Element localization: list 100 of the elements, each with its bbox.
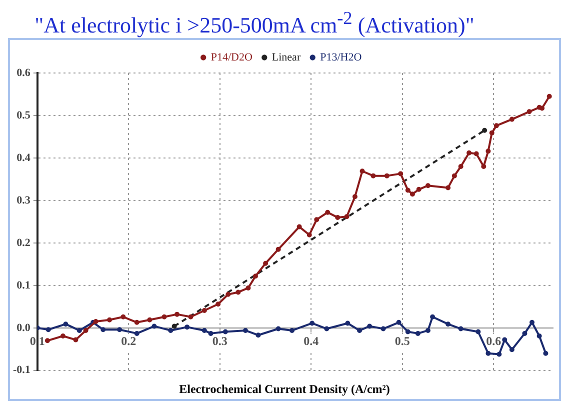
point	[256, 332, 261, 338]
point	[416, 186, 422, 192]
point	[184, 324, 190, 330]
point	[494, 123, 499, 128]
point	[44, 338, 50, 344]
point	[147, 317, 152, 322]
point	[168, 328, 174, 333]
point	[458, 164, 464, 169]
point	[430, 314, 436, 320]
point	[522, 330, 528, 336]
point	[543, 350, 548, 356]
point	[380, 326, 386, 332]
point	[246, 285, 251, 290]
point	[263, 260, 268, 266]
point	[202, 308, 207, 313]
point	[208, 330, 214, 336]
point	[384, 173, 390, 178]
point	[360, 168, 365, 174]
point	[188, 314, 194, 320]
point	[370, 173, 376, 178]
y-tick-label: -0.1	[12, 364, 30, 376]
point	[452, 173, 457, 178]
point	[446, 322, 451, 327]
point	[276, 246, 281, 252]
point	[63, 322, 68, 327]
point	[486, 148, 491, 154]
point	[530, 320, 535, 325]
x-tick-label: 0.2	[121, 334, 136, 348]
point	[76, 328, 82, 333]
point	[425, 328, 430, 333]
point	[276, 326, 281, 332]
point	[174, 312, 180, 317]
point	[60, 333, 66, 338]
x-tick-label: 0.3	[212, 334, 228, 348]
legend-label: P14/D2O	[210, 51, 252, 64]
point	[216, 302, 221, 307]
point	[290, 328, 295, 333]
point	[476, 329, 481, 334]
x-tick-label: 0.4	[304, 334, 319, 348]
point	[117, 327, 122, 332]
point	[134, 330, 140, 336]
point	[466, 150, 472, 156]
point	[489, 130, 494, 136]
point	[410, 192, 415, 197]
point	[83, 328, 88, 333]
point	[100, 327, 106, 332]
point	[396, 320, 402, 325]
point	[526, 109, 532, 114]
point	[458, 326, 464, 332]
point	[314, 217, 320, 222]
y-tick-label: 0.3	[16, 194, 31, 206]
point	[352, 194, 358, 200]
point	[502, 337, 508, 342]
point	[107, 317, 112, 322]
point	[405, 188, 410, 193]
point	[482, 128, 488, 133]
point	[344, 214, 350, 220]
point	[73, 337, 78, 342]
point	[446, 185, 451, 190]
y-tick-label: 0.2	[16, 236, 31, 249]
point	[367, 324, 372, 329]
point	[93, 319, 98, 324]
y-tick-label: 0.4	[16, 152, 31, 164]
point	[425, 183, 430, 188]
point	[324, 326, 330, 332]
y-tick-label: 0.1	[16, 279, 30, 292]
point	[415, 330, 420, 336]
point	[398, 171, 404, 176]
point	[509, 116, 514, 122]
point	[496, 352, 502, 357]
legend-label: P13/H2O	[320, 51, 362, 64]
chart-title: "At electrolytic i >250-500mA cm$^{-2}$ (Activation)"	[34, 8, 476, 38]
point	[226, 292, 231, 297]
legend-label: Linear	[272, 51, 301, 64]
point	[152, 324, 157, 329]
point	[46, 327, 51, 332]
point	[296, 224, 302, 230]
point	[242, 328, 248, 333]
point	[236, 290, 241, 295]
point	[405, 329, 410, 334]
point	[120, 314, 126, 320]
point	[536, 333, 542, 338]
point	[474, 151, 479, 156]
point	[310, 320, 315, 326]
point	[253, 274, 258, 279]
point	[540, 106, 545, 111]
x-axis-title: Electrochemical Current Density (A/cm²)	[178, 382, 391, 398]
point	[134, 320, 140, 325]
point	[306, 232, 312, 238]
x-tick-label: 0.5	[394, 334, 410, 348]
point	[546, 94, 552, 99]
y-tick-label: 0.0	[16, 322, 31, 334]
point	[509, 347, 514, 352]
point	[162, 314, 167, 320]
point	[335, 214, 340, 220]
y-tick-label: 0.6	[16, 66, 31, 79]
point	[357, 328, 362, 333]
point	[222, 329, 228, 334]
point	[172, 324, 177, 329]
y-tick-label: 0.5	[16, 109, 31, 122]
